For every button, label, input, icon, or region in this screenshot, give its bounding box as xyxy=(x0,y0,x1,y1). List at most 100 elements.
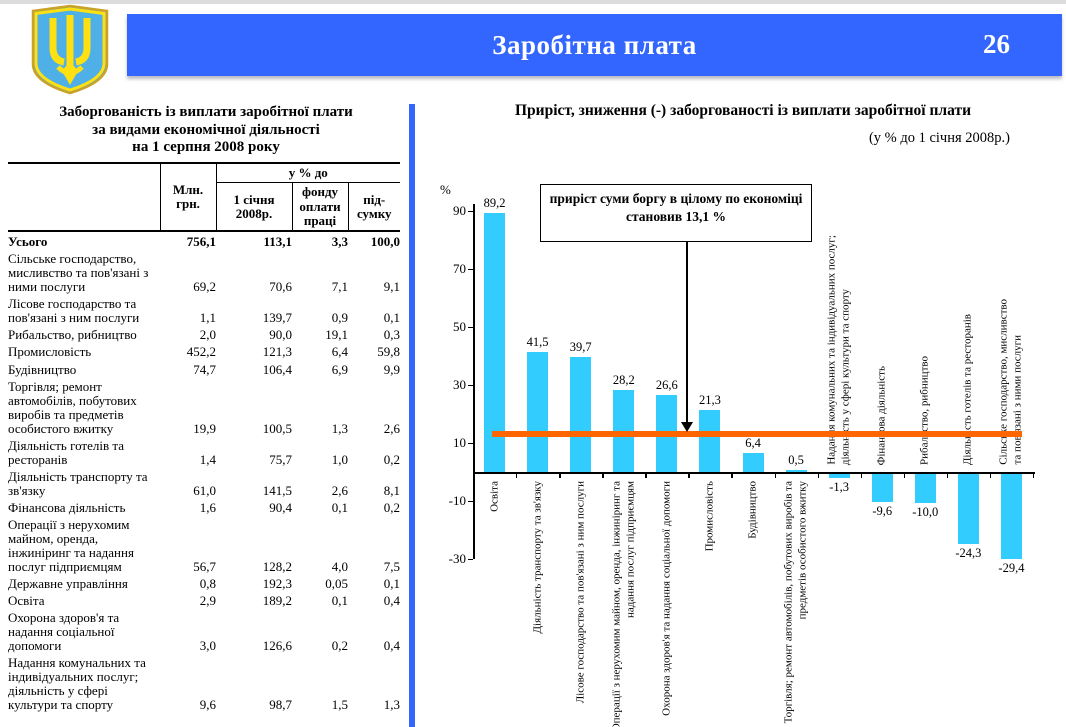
x-tick-mark xyxy=(731,473,733,478)
bar-value-label: -10,0 xyxy=(912,505,939,519)
row-label: Промисловість xyxy=(8,344,92,360)
row-value: 141,5 xyxy=(262,482,292,498)
slide-title: Заробітна плата xyxy=(492,29,697,60)
row-value: 19,9 xyxy=(193,420,216,436)
row-value: 74,7 xyxy=(193,361,216,377)
category-label-line: та пов'язані з ними послуги xyxy=(1011,335,1024,465)
row-label: Діяльність готелів та ресторанів xyxy=(8,437,124,467)
table-header: Млн. грн. у % до 1 січня 2008р. фонду оп… xyxy=(8,163,400,232)
y-tick-label: 90 xyxy=(453,203,466,218)
table-row: Фінансова діяльність 1,6 90,4 0,1 0,2 xyxy=(8,498,400,515)
row-label: Будівництво xyxy=(8,361,77,377)
row-label: Усього xyxy=(8,234,48,250)
x-axis-line xyxy=(473,472,1035,474)
row-value: 121,3 xyxy=(262,344,292,360)
category-label-line: Освіта xyxy=(488,481,501,512)
row-value: 0,3 xyxy=(383,327,400,343)
bar-value-label: 28,2 xyxy=(612,373,635,387)
row-value: 192,3 xyxy=(262,575,292,591)
row-value: 0,4 xyxy=(383,592,400,608)
row-value: 126,6 xyxy=(262,638,292,654)
x-tick-mark xyxy=(516,473,518,478)
row-value: 9,9 xyxy=(383,361,400,377)
category-label-line: Діяльність транспорту та зв'язку xyxy=(531,481,544,634)
row-value: 2,6 xyxy=(331,482,348,498)
annotation-arrow-line xyxy=(686,241,688,423)
x-tick-mark xyxy=(946,473,949,478)
x-tick-mark xyxy=(817,473,819,478)
row-value: 0,1 xyxy=(331,592,348,608)
table-row: Будівництво 74,7 106,4 6,9 9,9 xyxy=(8,360,400,377)
bar xyxy=(742,453,764,472)
y-tick-mark xyxy=(468,327,473,329)
row-value: 6,4 xyxy=(331,344,348,360)
vertical-divider xyxy=(409,104,415,727)
row-value: 98,7 xyxy=(269,697,292,713)
table-title-line1: Заборгованість із виплати заробітної пла… xyxy=(59,104,353,120)
table-row: Освіта 2,9 189,2 0,1 0,4 xyxy=(8,591,400,608)
row-value: 56,7 xyxy=(193,558,216,574)
bar-value-label: 89,2 xyxy=(483,196,506,210)
category-label: Лісове господарство та пов'язані з ним п… xyxy=(574,481,587,703)
row-label: Сільське господарство, мисливство та пов… xyxy=(8,251,149,295)
row-value: 0,1 xyxy=(383,310,400,326)
row-value: 2,0 xyxy=(199,327,216,343)
row-value: 1,4 xyxy=(199,451,216,467)
bar xyxy=(914,474,936,503)
x-tick-mark xyxy=(903,473,906,478)
bar-value-label: 6,4 xyxy=(745,436,761,450)
row-value: 8,1 xyxy=(383,482,400,498)
x-tick-mark xyxy=(602,473,604,478)
bar xyxy=(785,470,807,472)
row-value: 9,1 xyxy=(383,279,400,295)
header-wage-fund: фонду оплати праці xyxy=(291,182,348,232)
row-value: 7,1 xyxy=(331,279,348,295)
table-row: Державне управління 0,8 192,3 0,05 0,1 xyxy=(8,574,400,591)
y-axis-line xyxy=(473,204,475,559)
category-label: Сільське господарство, мисливство та пов'… xyxy=(998,299,1025,465)
table-row: Охорона здоров'я та надання соціальної д… xyxy=(8,608,400,653)
header-empty-cell xyxy=(8,163,160,231)
table-title: Заборгованість із виплати заробітної пла… xyxy=(8,104,404,157)
bar xyxy=(484,213,506,472)
row-value: 4,0 xyxy=(331,558,348,574)
table-row: Сільське господарство, мисливство та пов… xyxy=(8,249,400,294)
y-tick-mark xyxy=(468,501,473,503)
table-title-line2: за видами економічної діяльності xyxy=(92,121,320,138)
arrears-table: Млн. грн. у % до 1 січня 2008р. фонду оп… xyxy=(8,162,400,712)
row-label: Державне управління xyxy=(8,575,128,591)
category-label-line: Будівництво xyxy=(746,481,759,539)
table-row: Надання комунальних та індивідуальних по… xyxy=(8,653,400,712)
category-label: Охорона здоров'я та надання соціальної д… xyxy=(660,481,673,716)
row-value: 2,6 xyxy=(383,420,400,436)
bar xyxy=(1000,474,1022,559)
top-border-strip xyxy=(0,0,1066,4)
row-value: 1,3 xyxy=(383,697,400,713)
row-value: 756,1 xyxy=(186,234,216,250)
table-row: Операції з нерухомим майном, оренда, інж… xyxy=(8,515,400,574)
slide-header-bar: Заробітна плата 26 xyxy=(127,14,1062,76)
category-label: Рибальство, рибництво xyxy=(919,356,932,465)
bar-chart-plot: 90 70 50 30 10 -10 -30 89,2 Освіта 41,5 Діяльність… xyxy=(420,100,1066,727)
category-label-line: Промисловість xyxy=(703,481,716,552)
category-label: Фінансова діяльність xyxy=(876,366,889,465)
row-label: Діяльність транспорту та зв'язку xyxy=(8,468,148,498)
row-value: 100,0 xyxy=(370,234,400,250)
row-value: 9,6 xyxy=(199,697,216,713)
category-label-line: Рибальство, рибництво xyxy=(918,356,931,465)
category-label-line: Лісове господарство та пов'язані з ним п… xyxy=(574,481,587,704)
category-label-line: Торгівля; ремонт автомобілів, побутових … xyxy=(782,481,795,724)
header-percent-group: у % до xyxy=(215,163,400,184)
row-label: Фінансова діяльність xyxy=(8,499,126,515)
row-value: 0,1 xyxy=(331,499,348,515)
bar xyxy=(871,474,893,502)
category-label-line: Операції з нерухомим майном, оренда, інж… xyxy=(610,481,623,727)
category-label-line: Діяльність готелів та ресторанів xyxy=(961,313,974,465)
row-value: 3,0 xyxy=(199,638,216,654)
category-label-line: предметів особистого вжитку xyxy=(796,481,809,620)
row-value: 19,1 xyxy=(325,327,348,343)
bar-value-label: 39,7 xyxy=(569,340,592,354)
row-label: Операції з нерухомим майном, оренда, інж… xyxy=(8,516,134,574)
category-label: Операції з нерухомим майном, оренда, інж… xyxy=(610,481,637,727)
row-label: Лісове господарство та пов'язані з ним п… xyxy=(8,296,140,326)
